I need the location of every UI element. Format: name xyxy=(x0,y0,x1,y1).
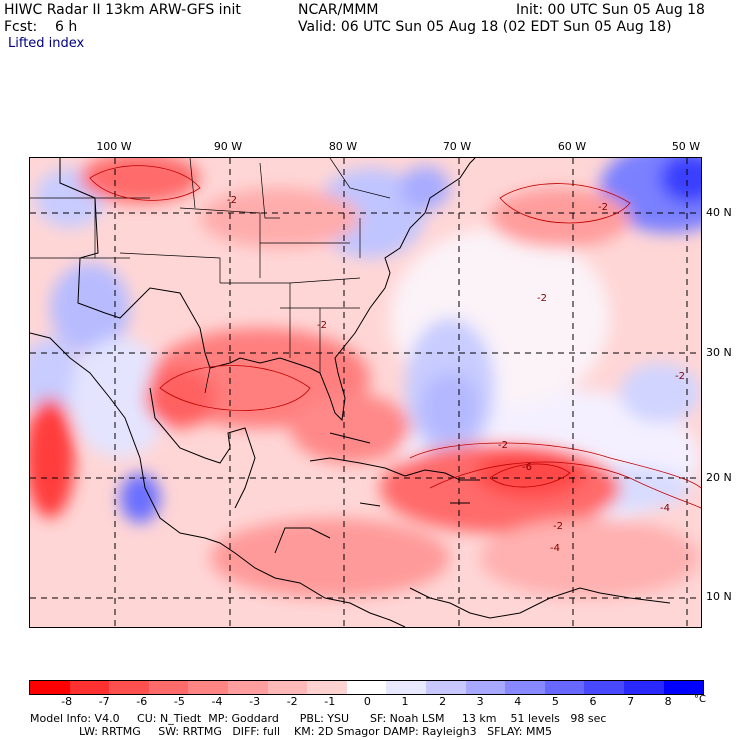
field-name: Lifted index xyxy=(8,36,85,51)
colorbar-segment xyxy=(663,681,704,694)
colorbar-segment xyxy=(465,681,506,694)
political-borders xyxy=(30,158,391,394)
contour-label: -2 xyxy=(553,521,563,532)
model-info-line2: LW: RRTMG SW: RRTMG DIFF: full KM: 2D Sm… xyxy=(30,725,552,738)
lat-lon-grid xyxy=(30,158,701,627)
colorbar-unit: °C xyxy=(694,694,706,705)
colorbar-segment xyxy=(30,681,70,694)
colorbar-tick-label: -5 xyxy=(173,695,185,708)
init-time: Init: 00 UTC Sun 05 Aug 18 xyxy=(516,2,705,18)
lon-label-80w: 80 W xyxy=(328,140,358,153)
contour-label: -2 xyxy=(675,371,685,382)
organization-label: NCAR/MMM xyxy=(298,2,379,18)
lifted-index-field xyxy=(30,158,701,627)
contour-label: -2 xyxy=(498,440,508,451)
colorbar-tick-label: -7 xyxy=(98,695,110,708)
colorbar-tick-label: 8 xyxy=(664,695,672,708)
contour-label: -4 xyxy=(660,503,670,514)
colorbar-segment xyxy=(188,681,228,694)
colorbar-tick-label: -3 xyxy=(249,695,261,708)
colorbar-tick-label: 1 xyxy=(401,695,409,708)
colorbar-tick-label: 6 xyxy=(589,695,597,708)
colorbar-tick-label: -4 xyxy=(211,695,223,708)
lat-label-10n: 10 N xyxy=(706,590,732,603)
contour-label: -2 xyxy=(317,320,327,331)
contour-lines xyxy=(89,165,701,509)
lon-label-60w: 60 W xyxy=(557,140,587,153)
colorbar-segment xyxy=(623,681,664,694)
model-info-line1: Model Info: V4.0 CU: N_Tiedt MP: Goddard… xyxy=(30,712,607,725)
colorbar-segment xyxy=(386,681,426,694)
colorbar-tick-label: -2 xyxy=(286,695,298,708)
colorbar-tick-label: 3 xyxy=(476,695,484,708)
colorbar-segment xyxy=(267,681,308,694)
lat-label-30n: 30 N xyxy=(706,346,732,359)
colorbar-tick-label: -8 xyxy=(61,695,73,708)
lon-label-90w: 90 W xyxy=(213,140,243,153)
contour-label: -2 xyxy=(598,202,608,213)
forecast-hour: Fcst: 6 h xyxy=(4,19,78,35)
colorbar-tick-label: 0 xyxy=(363,695,371,708)
coastlines xyxy=(30,158,671,627)
colorbar-segment xyxy=(584,681,624,694)
contour-label: -2 xyxy=(227,195,237,206)
colorbar-tick-label: 2 xyxy=(439,695,447,708)
chart-title: HIWC Radar II 13km ARW-GFS init xyxy=(4,2,241,18)
lat-label-40n: 40 N xyxy=(706,206,732,219)
colorbar-tick-label: -1 xyxy=(324,695,336,708)
contour-label: -2 xyxy=(537,293,547,304)
colorbar-tick-label: 4 xyxy=(514,695,522,708)
lon-label-70w: 70 W xyxy=(442,140,472,153)
contour-label: -6 xyxy=(522,462,532,473)
colorbar xyxy=(29,680,704,695)
lon-label-100w: 100 W xyxy=(96,140,132,153)
colorbar-segment xyxy=(227,681,268,694)
colorbar-segment xyxy=(69,681,110,694)
lat-label-20n: 20 N xyxy=(706,471,732,484)
colorbar-tick-label: -6 xyxy=(136,695,148,708)
valid-time: Valid: 06 UTC Sun 05 Aug 18 (02 EDT Sun … xyxy=(298,19,672,35)
colorbar-segment xyxy=(425,681,466,694)
contour-label: -4 xyxy=(550,543,560,554)
lon-label-50w: 50 W xyxy=(671,140,701,153)
map-panel: -2 -2 -2 -2 -2 -2 -6 -4 -4 -2 xyxy=(29,157,702,628)
colorbar-segment xyxy=(307,681,347,694)
colorbar-segment xyxy=(109,681,149,694)
colorbar-tick-label: 5 xyxy=(551,695,559,708)
shaded-field xyxy=(30,158,701,598)
colorbar-tick-label: 7 xyxy=(627,695,635,708)
colorbar-segment xyxy=(346,681,387,694)
colorbar-segment xyxy=(148,681,189,694)
colorbar-segment xyxy=(505,681,545,694)
colorbar-segment xyxy=(544,681,585,694)
